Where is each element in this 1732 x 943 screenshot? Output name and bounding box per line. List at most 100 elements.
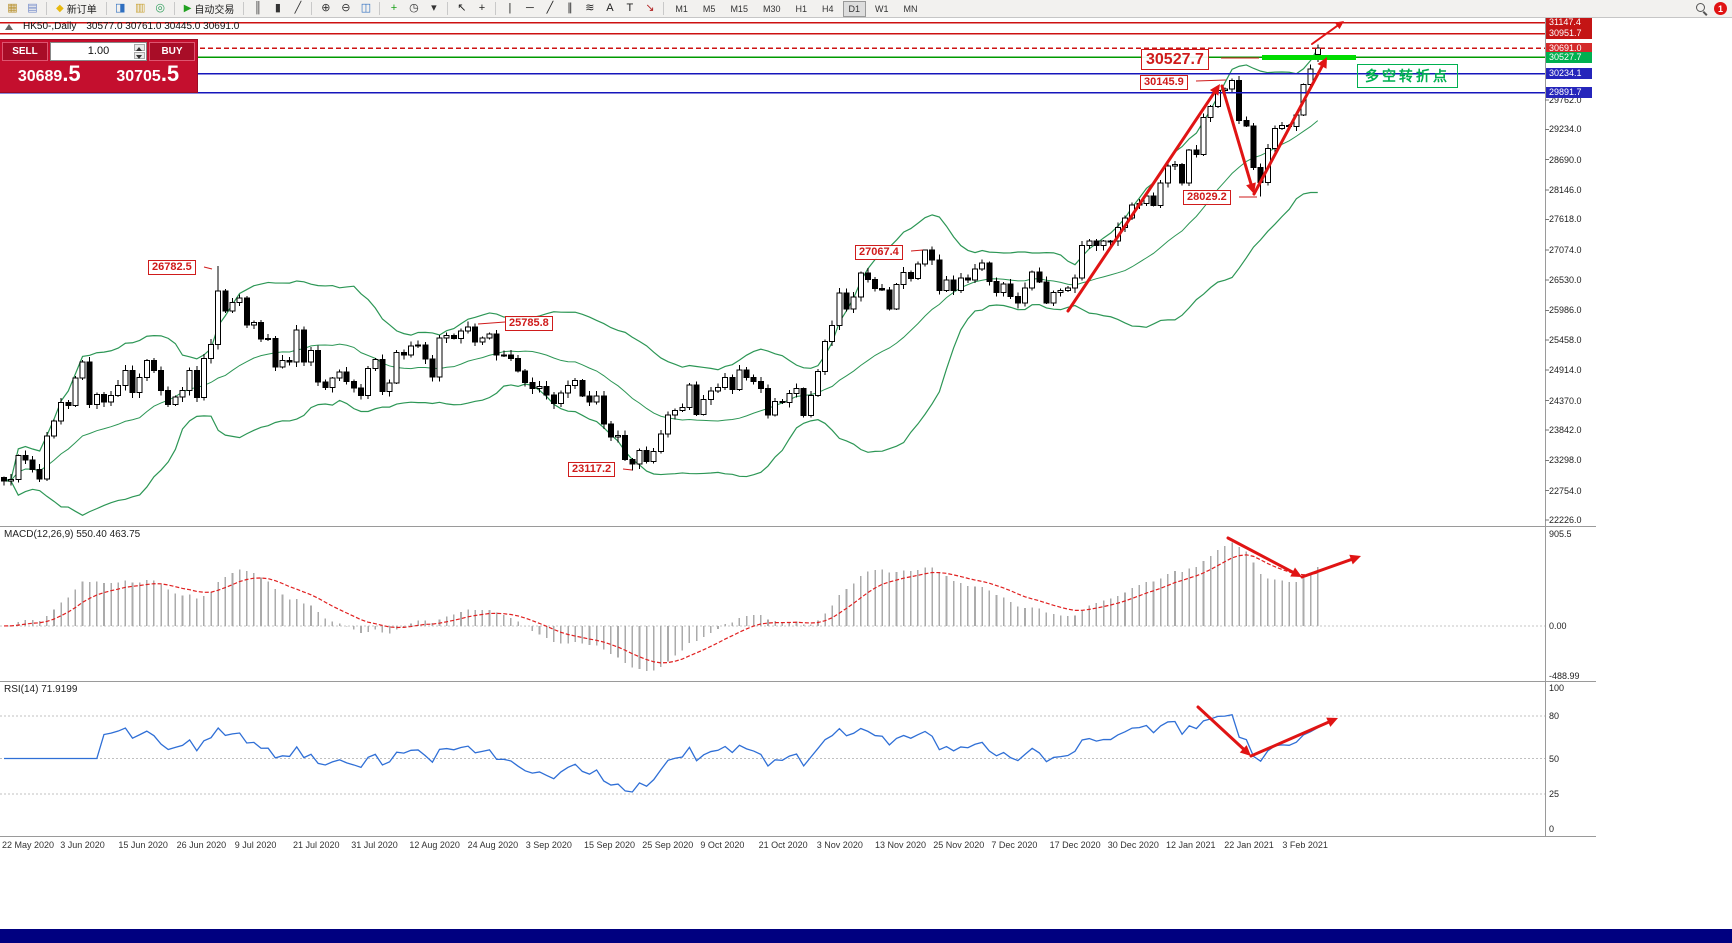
timeframe-m30-button[interactable]: M30 xyxy=(762,3,781,14)
auto-trading-button[interactable]: ▶ 自动交易 xyxy=(179,1,240,16)
volume-value[interactable]: 1.00 xyxy=(87,45,110,57)
price-axis-label: 27618.0 xyxy=(1549,214,1582,225)
price-axis-label: 25986.0 xyxy=(1549,305,1582,316)
line-chart-icon[interactable]: ╱ xyxy=(294,2,302,14)
price-axis-label: 22226.0 xyxy=(1549,515,1582,525)
timeframe-h4-button[interactable]: H4 xyxy=(821,3,834,14)
terminal-icon[interactable]: ▥ xyxy=(135,2,146,14)
price-callout-label[interactable]: 26782.5 xyxy=(148,260,196,275)
text-label-icon[interactable]: T xyxy=(626,2,634,14)
macd-signal-line xyxy=(3,554,1318,664)
strategy-tester-icon[interactable]: ◎ xyxy=(155,2,165,14)
toolbar-separator xyxy=(46,2,47,15)
toolbar-separator xyxy=(495,2,497,15)
toolbar-separator xyxy=(311,2,313,15)
buy-button[interactable]: BUY xyxy=(149,41,195,61)
volume-field[interactable]: 1.00 xyxy=(50,41,147,61)
time-axis-label: 26 Jun 2020 xyxy=(176,840,227,850)
price-axis-label: 28690.0 xyxy=(1549,154,1582,165)
cursor-icon[interactable]: ↖ xyxy=(457,2,467,14)
trendline-icon[interactable]: ╱ xyxy=(546,2,554,14)
macd-axis-label: -488.99 xyxy=(1549,670,1580,681)
toolbar-separator xyxy=(243,2,245,15)
crosshair-icon[interactable]: + xyxy=(478,2,486,14)
equidistant-channel-icon[interactable]: ∥ xyxy=(567,2,573,14)
volume-decrease-button[interactable] xyxy=(134,51,145,59)
market-watch-icon[interactable]: ◨ xyxy=(115,2,126,14)
volume-steppers xyxy=(134,43,145,59)
profiles-icon[interactable]: ▤ xyxy=(27,2,38,14)
search-icon[interactable] xyxy=(1694,1,1709,16)
macd-indicator-label: MACD(12,26,9) 550.40 463.75 xyxy=(4,529,141,540)
timeframe-mn-button[interactable]: MN xyxy=(903,3,918,14)
toolbar-separator xyxy=(447,2,449,15)
volume-increase-button[interactable] xyxy=(134,43,145,51)
price-axis-label: 28146.0 xyxy=(1549,185,1582,196)
price-callout-label[interactable]: 25785.8 xyxy=(505,316,553,331)
timeframe-m5-button[interactable]: M5 xyxy=(702,3,716,14)
rsi-axis-label: 0 xyxy=(1549,824,1555,834)
time-axis-label: 12 Jan 2021 xyxy=(1166,840,1216,850)
turning-point-annotation[interactable]: 多空转折点 xyxy=(1357,64,1458,88)
toolbar-separator xyxy=(173,2,175,15)
zoom-in-icon[interactable]: ⊕ xyxy=(321,2,331,14)
zoom-out-icon[interactable]: ⊖ xyxy=(341,2,351,14)
price-axis-label: 27074.0 xyxy=(1549,244,1582,255)
indicators-icon[interactable]: + xyxy=(390,2,398,14)
price-axis-tag: 30951.7 xyxy=(1546,28,1592,40)
chart-symbol-period: HK50-,Daily xyxy=(23,21,77,32)
timeframe-h1-button[interactable]: H1 xyxy=(795,3,807,14)
time-axis-label: 3 Jun 2020 xyxy=(60,840,105,850)
time-axis-label: 3 Feb 2021 xyxy=(1282,840,1328,850)
rsi-levels xyxy=(0,715,1545,795)
new-order-button[interactable]: ◆ 新订单 xyxy=(51,1,102,16)
timeframe-m1-button[interactable]: M1 xyxy=(675,3,688,14)
price-axis-label: 24914.0 xyxy=(1549,365,1582,376)
price-axis-tag: 29891.7 xyxy=(1546,87,1592,99)
price-callout-label[interactable]: 27067.4 xyxy=(855,245,903,260)
timeframe-w1-button[interactable]: W1 xyxy=(875,3,889,14)
trend-arrows[interactable] xyxy=(1066,21,1361,758)
chart-title: HK50-,Daily 30577.0 30761.0 30445.0 3069… xyxy=(5,21,239,32)
time-axis-label: 22 Jan 2021 xyxy=(1224,840,1274,850)
fibonacci-icon[interactable]: ≋ xyxy=(585,2,595,14)
time-axis-label: 7 Dec 2020 xyxy=(991,840,1038,850)
candlestick-chart-icon[interactable]: ▮ xyxy=(274,2,281,14)
price-axis-label: 23842.0 xyxy=(1549,424,1582,435)
vertical-line-icon[interactable]: | xyxy=(508,2,512,14)
periods-icon[interactable]: ◷ xyxy=(409,2,419,14)
rsi-axis-label: 100 xyxy=(1549,683,1565,693)
time-axis-label: 25 Sep 2020 xyxy=(642,840,694,850)
horizontal-line-icon[interactable]: ─ xyxy=(526,2,534,14)
price-callout-label[interactable]: 30527.7 xyxy=(1141,49,1209,70)
buy-price[interactable]: 30705.5 xyxy=(99,63,198,85)
rsi-line xyxy=(4,713,1319,793)
tile-windows-icon[interactable]: ◫ xyxy=(360,2,372,14)
rsi-axis-label: 50 xyxy=(1549,753,1560,764)
time-axis-label: 15 Sep 2020 xyxy=(584,840,636,850)
price-callout-label[interactable]: 30145.9 xyxy=(1140,75,1188,90)
one-click-trading-panel: SELL 1.00 BUY 30689.5 30705.5 xyxy=(0,40,197,92)
time-axis-label: 9 Oct 2020 xyxy=(700,840,745,850)
timeframe-d1-button[interactable]: D1 xyxy=(842,0,867,17)
bar-chart-icon[interactable]: ║ xyxy=(254,2,262,14)
price-callout-label[interactable]: 28029.2 xyxy=(1183,190,1231,205)
auto-trading-icon: ▶ xyxy=(183,3,192,14)
sell-button[interactable]: SELL xyxy=(2,41,48,61)
callout-leaders xyxy=(203,57,1259,471)
price-axis-label: 23298.0 xyxy=(1549,455,1582,466)
text-icon[interactable]: A xyxy=(606,2,614,14)
chart-marker-icon xyxy=(5,23,13,30)
new-chart-icon[interactable]: ▦ xyxy=(7,2,18,14)
price-callout-label[interactable]: 23117.2 xyxy=(568,462,616,477)
notification-badge[interactable]: 1 xyxy=(1714,2,1727,15)
timeframe-m15-button[interactable]: M15 xyxy=(730,3,748,14)
time-axis-label: 31 Jul 2020 xyxy=(351,840,398,850)
price-axis-label: 29234.0 xyxy=(1549,124,1582,135)
sell-price[interactable]: 30689.5 xyxy=(0,63,99,85)
arrows-tool-icon[interactable]: ↘ xyxy=(645,2,655,14)
time-axis-label: 22 May 2020 xyxy=(2,840,55,850)
templates-icon[interactable]: ▾ xyxy=(431,2,437,14)
price-axis-tag: 30691.0 xyxy=(1546,42,1592,54)
